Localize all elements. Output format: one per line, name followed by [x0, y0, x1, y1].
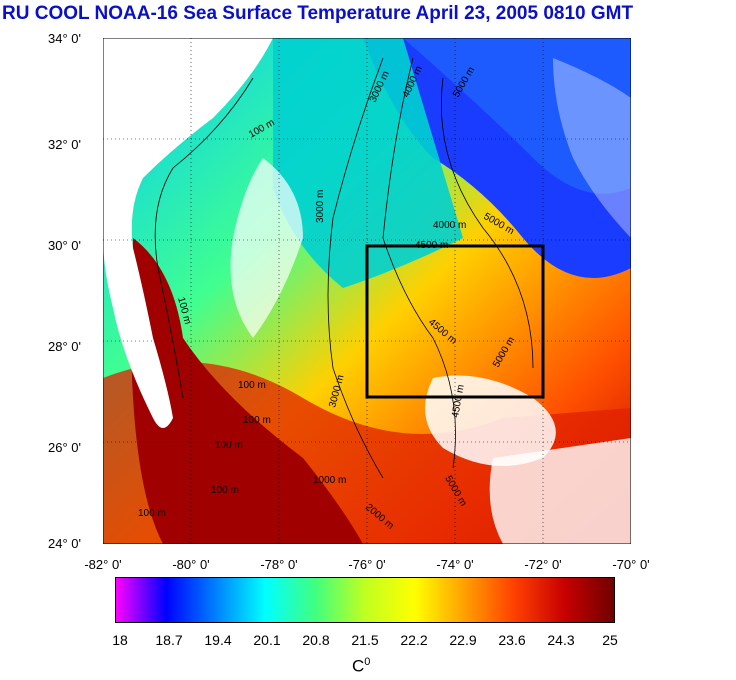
unit-text: C: [352, 656, 365, 676]
land-mass: [103, 38, 273, 428]
contour-label: 4500 m: [415, 240, 448, 251]
colorbar-tick-label: 25: [602, 632, 618, 648]
contour-label: 100 m: [215, 440, 243, 451]
colorbar-tick-label: 21.5: [351, 632, 379, 648]
lat-label: 28° 0': [48, 339, 81, 354]
cloud-patch: [553, 58, 631, 238]
colorbar-tick-label: 24.3: [547, 632, 575, 648]
colorbar-tick-label: 20.8: [302, 632, 330, 648]
colorbar-tick-label: 23.6: [498, 632, 526, 648]
contour-label: 100 m: [211, 485, 239, 496]
lon-label: -72° 0': [524, 557, 562, 572]
colorbar-tick-label: 22.9: [449, 632, 477, 648]
colorbar-unit: C0: [352, 656, 370, 677]
lat-label: 30° 0': [48, 238, 81, 253]
hot-water-region: [131, 238, 363, 544]
lon-label: -80° 0': [172, 557, 210, 572]
lat-label: 26° 0': [48, 440, 81, 455]
lat-label: 34° 0': [48, 31, 81, 46]
contour-label: 1000 m: [313, 475, 346, 486]
contour-label: 100 m: [138, 508, 166, 519]
lon-label: -82° 0': [84, 557, 122, 572]
unit-superscript: 0: [364, 656, 371, 668]
contour-label: 100 m: [243, 415, 271, 426]
colorbar-tick-label: 19.4: [204, 632, 232, 648]
colorbar-tick-label: 18: [112, 632, 128, 648]
cloud-patch: [230, 158, 303, 338]
shelf-cyan-region: [273, 38, 463, 288]
contour-label: 100 m: [238, 380, 266, 391]
contour-label: 3000 m: [315, 190, 326, 223]
lon-label: -74° 0': [436, 557, 474, 572]
lon-label: -76° 0': [348, 557, 386, 572]
bathymetry-contours: [154, 57, 534, 479]
colorbar-tick-label: 18.7: [155, 632, 183, 648]
map-title: RU COOL NOAA-16 Sea Surface Temperature …: [2, 3, 634, 24]
sst-map: 100 m 100 m 100 m 100 m 100 m 100 m 100 …: [103, 38, 631, 544]
colorbar-tick-label: 22.2: [400, 632, 428, 648]
contour-label: 4000 m: [433, 220, 466, 231]
study-area-box: [365, 244, 545, 399]
lat-label: 24° 0': [48, 536, 81, 551]
colorbar: [115, 577, 615, 623]
lat-label: 32° 0': [48, 137, 81, 152]
lon-label: -78° 0': [260, 557, 298, 572]
cool-water-region: [403, 38, 631, 194]
colorbar-tick-label: 20.1: [253, 632, 281, 648]
lon-label: -70° 0': [612, 557, 650, 572]
cloud-patch: [489, 438, 631, 544]
